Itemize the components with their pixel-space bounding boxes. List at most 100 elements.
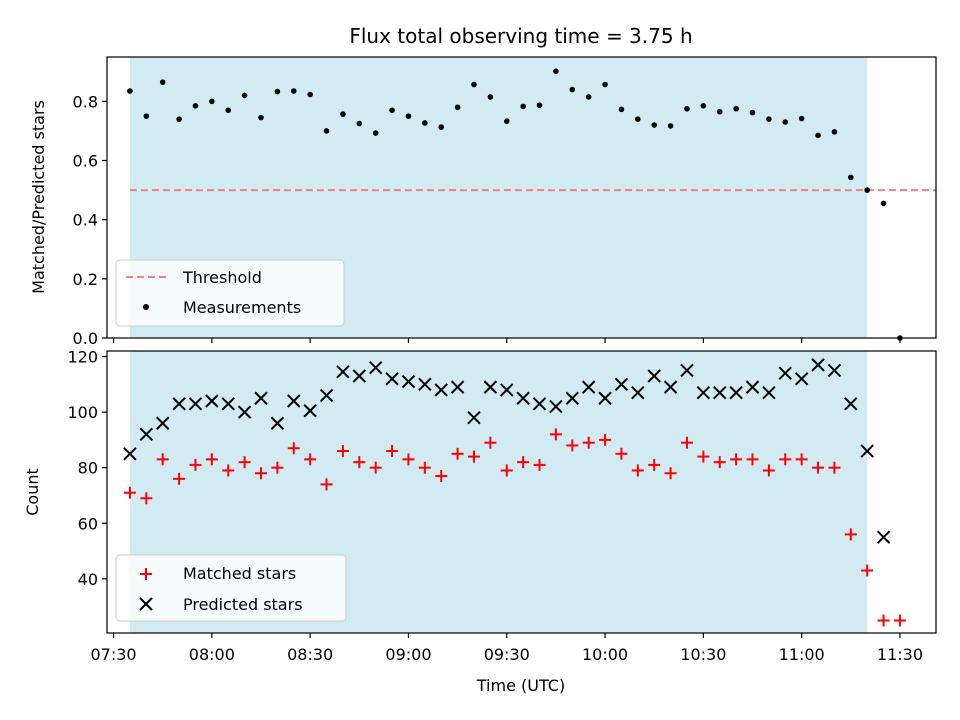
- predicted-stars-point: [811, 358, 825, 372]
- x-axis-label: Time (UTC): [476, 676, 565, 695]
- y-tick-label: 0.0: [73, 329, 98, 348]
- predicted-stars-point: [287, 394, 301, 408]
- matched-stars-point: [762, 464, 775, 477]
- matched-stars-point: [336, 445, 349, 458]
- measurements-point: [520, 103, 526, 110]
- matched-stars-legend-label: Matched stars: [183, 564, 296, 583]
- measurements-point: [651, 122, 658, 128]
- measurements-point: [340, 111, 346, 117]
- count-panel: 40 60 80 100 120 07:30 08:00 08:30 09:00 09:30 10…: [23, 348, 937, 695]
- measurements-point: [209, 98, 215, 105]
- count-legend-box: [115, 554, 347, 622]
- matched-stars-point: [730, 453, 743, 466]
- measurements-legend-swatch: [143, 304, 149, 310]
- matched-stars-point: [713, 456, 726, 469]
- measurements-point: [733, 105, 739, 112]
- matched-stars-point: [287, 442, 300, 455]
- measurements-point: [503, 118, 510, 124]
- predicted-stars-point: [172, 397, 186, 411]
- predicted-stars-point: [762, 385, 776, 400]
- measurements-point: [176, 116, 182, 122]
- matched-stars-point: [369, 461, 382, 474]
- measurements-point: [749, 109, 756, 116]
- measurements-point: [192, 103, 199, 109]
- predicted-stars-point: [696, 385, 711, 400]
- matched-stars-point: [418, 461, 431, 474]
- ratio-panel: 0.00.20.40.60.8 Matched/Predicted stars …: [29, 56, 937, 348]
- measurements-point: [831, 129, 838, 135]
- measurements-point: [405, 113, 412, 119]
- predicted-stars-point: [532, 397, 547, 411]
- matched-stars-point: [271, 461, 284, 474]
- ratio-y-axis-label: Matched/Predicted stars: [29, 100, 48, 294]
- ratio-legend: Threshold Measurements: [115, 259, 345, 327]
- predicted-stars-point: [254, 391, 268, 405]
- predicted-stars-point: [352, 369, 367, 383]
- predicted-stars-legend-swatch: [139, 597, 153, 611]
- predicted-stars-point: [876, 530, 891, 544]
- predicted-stars-point: [680, 363, 694, 378]
- measurements-point: [422, 120, 428, 126]
- matched-stars-point: [795, 453, 808, 466]
- measurements-point: [766, 116, 772, 122]
- measurements-point: [815, 132, 821, 139]
- matched-stars-point: [123, 486, 136, 499]
- predicted-stars-point: [860, 444, 874, 458]
- ratio-axes-frame: [106, 56, 937, 339]
- matched-stars-point: [500, 464, 513, 477]
- predicted-stars-point: [647, 369, 661, 383]
- matched-stars-point: [844, 528, 857, 541]
- measurements-point: [241, 92, 248, 99]
- measurements-point: [389, 107, 395, 114]
- measurements-point: [602, 81, 608, 88]
- predicted-stars-point: [188, 397, 203, 411]
- measurements-point: [880, 200, 887, 207]
- matched-stars-point: [189, 458, 202, 471]
- x-tick-label: 11:30: [877, 645, 923, 664]
- matched-stars-point: [861, 564, 874, 577]
- matched-stars-point: [140, 492, 153, 505]
- predicted-stars-point: [827, 363, 842, 378]
- matched-stars-point: [615, 447, 628, 460]
- measurements-point: [356, 120, 363, 127]
- measurements-point: [569, 86, 576, 93]
- measurements-point: [700, 103, 707, 109]
- measurements-point: [848, 174, 854, 181]
- measurements-point: [127, 88, 133, 94]
- measurements-point: [864, 187, 870, 193]
- predicted-stars-point: [450, 380, 465, 394]
- predicted-stars-point: [319, 388, 334, 403]
- predicted-stars-point: [778, 366, 792, 380]
- predicted-stars-point: [123, 447, 137, 461]
- predicted-stars-point: [516, 391, 530, 405]
- matched-stars-point: [435, 470, 448, 483]
- measurements-point: [618, 106, 625, 113]
- x-tick-label: 10:00: [582, 645, 628, 664]
- predicted-stars-point: [713, 385, 727, 400]
- predicted-stars-legend-label: Predicted stars: [183, 595, 303, 614]
- predicted-stars-point: [598, 391, 612, 405]
- predicted-stars-point: [794, 372, 809, 386]
- predicted-stars-point: [237, 405, 252, 419]
- matched-stars-legend-swatch: [140, 568, 152, 580]
- matched-stars-point: [631, 464, 644, 477]
- measurements-point: [159, 79, 166, 85]
- predicted-stars-point: [467, 410, 481, 425]
- measurements-point: [143, 113, 150, 119]
- y-tick-label: 40: [78, 570, 98, 589]
- matched-stars-point: [599, 433, 612, 446]
- predicted-stars-point: [336, 365, 350, 379]
- x-tick-label: 08:00: [189, 645, 235, 664]
- measurements-point: [536, 102, 543, 109]
- y-tick-label: 0.6: [73, 152, 98, 171]
- predicted-stars-point: [155, 416, 170, 430]
- predicted-stars-point: [565, 391, 579, 405]
- y-tick-label: 100: [67, 403, 98, 422]
- matched-stars-point: [222, 464, 235, 477]
- predicted-stars-point: [631, 385, 645, 400]
- matched-stars-point: [680, 436, 693, 449]
- matched-stars-point: [255, 467, 268, 480]
- predicted-stars-point: [434, 383, 448, 397]
- measurements-legend-label: Measurements: [183, 298, 301, 317]
- predicted-stars-point: [270, 416, 285, 430]
